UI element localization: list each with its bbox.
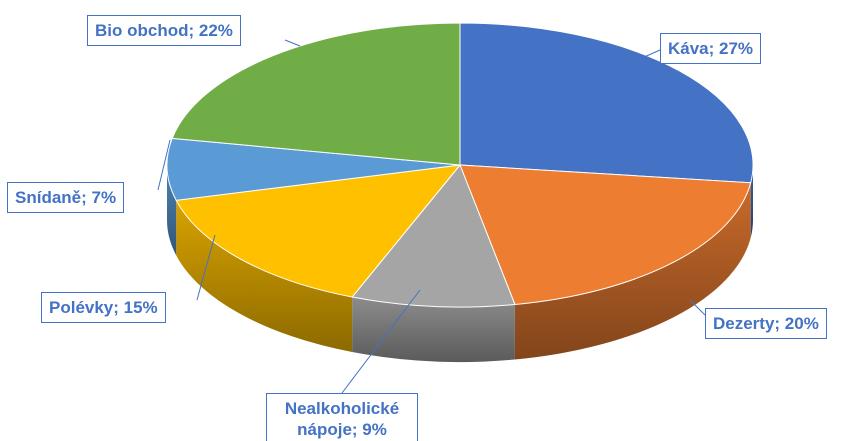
data-label: Dezerty; 20%: [705, 308, 827, 339]
slice-wall: [750, 165, 753, 238]
slice: [459, 164, 752, 306]
data-label: Nealkoholické nápoje; 9%: [266, 393, 418, 441]
slice: [171, 22, 461, 166]
data-label: Polévky; 15%: [41, 292, 166, 323]
slice: [351, 164, 516, 308]
leader-line: [196, 234, 216, 301]
leader-line: [341, 289, 421, 394]
slice-wall: [514, 182, 751, 360]
slice: [166, 137, 461, 201]
leader-line: [157, 139, 171, 191]
leader-line: [689, 299, 706, 316]
slice: [459, 22, 754, 184]
slice-wall: [352, 297, 515, 362]
data-label: Bio obchod; 22%: [87, 15, 241, 46]
data-label: Snídaně; 7%: [7, 182, 125, 213]
data-label: Káva; 27%: [660, 33, 762, 64]
leader-line: [641, 49, 661, 59]
slice-wall: [167, 165, 177, 256]
slice: [175, 164, 462, 298]
slice-wall: [176, 200, 353, 353]
leader-line: [284, 39, 301, 47]
